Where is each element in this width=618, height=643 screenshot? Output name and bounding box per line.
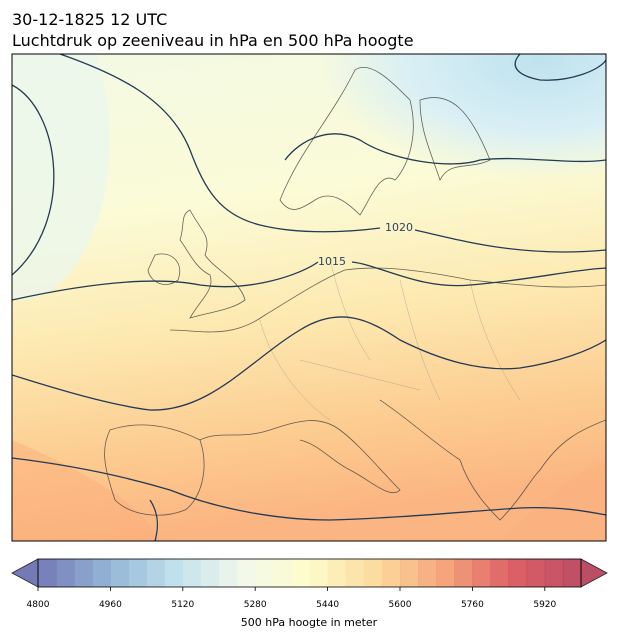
colorbar-segment [164,559,184,587]
contour-label: 1015 [318,255,346,268]
colorbar-segment [544,559,564,587]
colorbar-tick-label: 5600 [389,600,412,610]
colorbar-tick-label: 4960 [99,600,122,610]
colorbar-segment [110,559,129,587]
colorbar-segment [327,559,347,587]
subtitle: Luchtdruk op zeeniveau in hPa en 500 hPa… [12,31,414,50]
colorbar-segment [381,559,401,587]
colorbar-segment [291,559,310,587]
colorbar-segment [526,559,546,587]
colorbar-segment [345,559,365,587]
colorbar-segment [237,559,256,587]
colorbar-segment [472,559,491,587]
colorbar-segment [200,559,220,587]
title: 30-12-1825 12 UTC [12,10,167,29]
colorbar-extend-low [11,558,39,588]
colorbar-segment [219,559,238,587]
colorbar-segment [400,559,419,587]
colorbar-tick-label: 5440 [316,600,339,610]
colorbar-frame [37,558,582,588]
colorbar-segment [562,559,582,587]
colorbar-tick-label: 5760 [461,600,484,610]
colorbar-segment [490,559,510,587]
colorbar-segment [508,559,528,587]
map: 1020 1015 [12,54,606,541]
colorbar-tick-label: 4800 [27,600,50,610]
colorbar-segment [436,559,455,587]
contour-label: 1020 [385,221,413,234]
colorbar-segment [255,559,274,587]
colorbar-extend-high [580,558,608,588]
colorbar-segment [56,559,75,587]
colorbar-segment [74,559,93,587]
colorbar-segment [454,559,473,587]
colorbar-tick-label: 5120 [171,600,194,610]
colorbar-segment [128,559,148,587]
colorbar-segment [418,559,437,587]
colorbar-segment [38,559,57,587]
colorbar-segment [363,559,383,587]
colorbar-tick-label: 5280 [244,600,267,610]
colorbar-label: 500 hPa hoogte in meter [241,616,378,629]
colorbar: 4800 4960 5120 5280 5440 5600 5760 5920 [11,558,608,610]
colorbar-segment [92,559,111,587]
colorbar-segment [146,559,166,587]
colorbar-segment [309,559,329,587]
colorbar-segment [182,559,202,587]
map-frame [11,53,607,542]
colorbar-tick-label: 5920 [533,600,556,610]
colorbar-segment [273,559,292,587]
